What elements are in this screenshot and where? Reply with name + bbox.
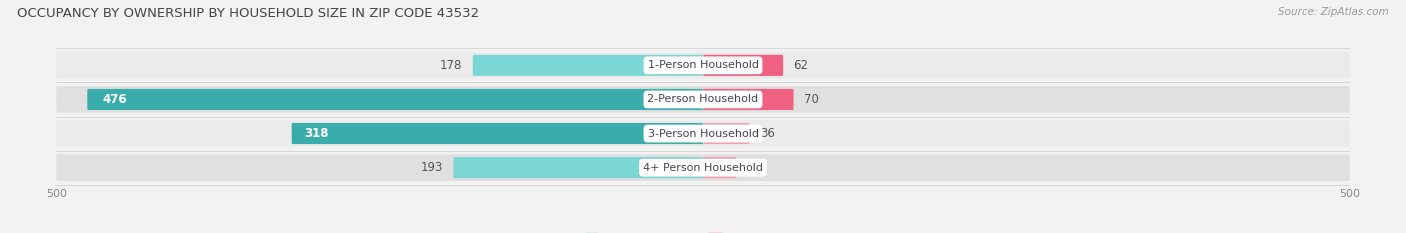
FancyBboxPatch shape bbox=[453, 157, 703, 178]
FancyBboxPatch shape bbox=[87, 89, 703, 110]
FancyBboxPatch shape bbox=[56, 86, 1350, 113]
Text: 62: 62 bbox=[793, 59, 808, 72]
Text: 3-Person Household: 3-Person Household bbox=[648, 129, 758, 139]
FancyBboxPatch shape bbox=[703, 55, 783, 76]
FancyBboxPatch shape bbox=[56, 52, 1350, 79]
Text: 178: 178 bbox=[440, 59, 463, 72]
FancyBboxPatch shape bbox=[56, 154, 1350, 181]
FancyBboxPatch shape bbox=[472, 55, 703, 76]
Text: 70: 70 bbox=[804, 93, 818, 106]
Text: 318: 318 bbox=[305, 127, 329, 140]
Text: 476: 476 bbox=[103, 93, 128, 106]
Text: 36: 36 bbox=[759, 127, 775, 140]
Text: 193: 193 bbox=[420, 161, 443, 174]
FancyBboxPatch shape bbox=[703, 157, 737, 178]
FancyBboxPatch shape bbox=[56, 120, 1350, 147]
Text: Source: ZipAtlas.com: Source: ZipAtlas.com bbox=[1278, 7, 1389, 17]
FancyBboxPatch shape bbox=[703, 123, 749, 144]
Text: 26: 26 bbox=[747, 161, 762, 174]
Text: OCCUPANCY BY OWNERSHIP BY HOUSEHOLD SIZE IN ZIP CODE 43532: OCCUPANCY BY OWNERSHIP BY HOUSEHOLD SIZE… bbox=[17, 7, 479, 20]
FancyBboxPatch shape bbox=[703, 89, 793, 110]
Text: 2-Person Household: 2-Person Household bbox=[647, 94, 759, 104]
Text: 4+ Person Household: 4+ Person Household bbox=[643, 163, 763, 173]
FancyBboxPatch shape bbox=[291, 123, 703, 144]
Text: 1-Person Household: 1-Person Household bbox=[648, 60, 758, 70]
